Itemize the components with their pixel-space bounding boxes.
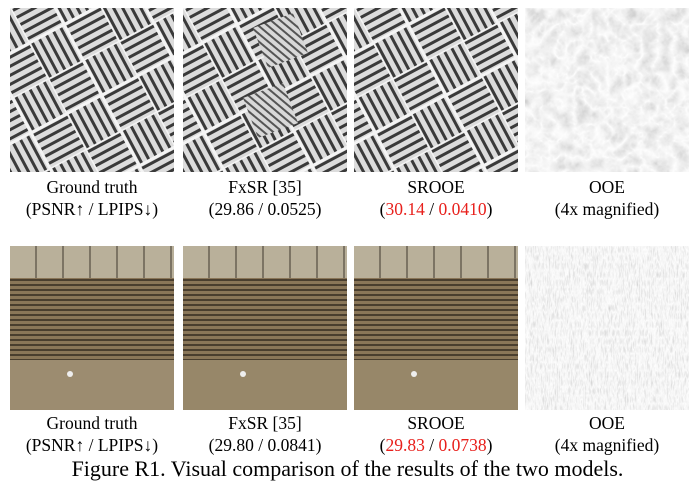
panel-caption: SROOE (29.83 / 0.0738) bbox=[346, 412, 526, 456]
panel-label: SROOE bbox=[407, 177, 465, 197]
metrics: (29.86 / 0.0525) bbox=[175, 198, 355, 220]
metric-text: / bbox=[253, 199, 268, 219]
result-image bbox=[10, 246, 174, 410]
metrics: (29.80 / 0.0841) bbox=[175, 434, 355, 456]
panel-caption: FxSR [35] (29.80 / 0.0841) bbox=[175, 412, 355, 456]
metrics: (30.14 / 0.0410) bbox=[346, 198, 526, 220]
panel-caption: FxSR [35] (29.86 / 0.0525) bbox=[175, 176, 355, 220]
panel-caption: Ground truth (PSNR↑ / LPIPS↓) bbox=[2, 176, 182, 220]
result-image bbox=[354, 246, 518, 410]
metrics: (4x magnified) bbox=[517, 434, 695, 456]
metric-text: ( bbox=[379, 199, 386, 219]
metric-text: 0.0410 bbox=[438, 199, 487, 219]
metric-text: (PSNR↑ / LPIPS↓) bbox=[25, 199, 159, 219]
panel-label: SROOE bbox=[407, 413, 465, 433]
metric-text: / bbox=[253, 435, 268, 455]
result-image bbox=[525, 8, 689, 172]
metric-text: / bbox=[424, 435, 439, 455]
result-image bbox=[10, 8, 174, 172]
panel-label: Ground truth bbox=[46, 413, 138, 433]
panel-caption: OOE (4x magnified) bbox=[517, 176, 695, 220]
metric-text: 29.83 bbox=[385, 435, 425, 455]
metric-text: ) bbox=[486, 435, 493, 455]
panel-label: OOE bbox=[589, 177, 625, 197]
panel-label: OOE bbox=[589, 413, 625, 433]
result-image bbox=[183, 8, 347, 172]
metric-text: ) bbox=[315, 199, 322, 219]
metric-text: (PSNR↑ / LPIPS↓) bbox=[25, 435, 159, 455]
metric-text: ( bbox=[208, 199, 215, 219]
figure-caption: Figure R1. Visual comparison of the resu… bbox=[71, 456, 624, 481]
metric-text: ) bbox=[486, 199, 493, 219]
metric-text: 29.80 bbox=[214, 435, 254, 455]
metric-text: 29.86 bbox=[214, 199, 254, 219]
panel-caption: SROOE (30.14 / 0.0410) bbox=[346, 176, 526, 220]
metric-text: 0.0738 bbox=[438, 435, 487, 455]
metric-text: / bbox=[424, 199, 439, 219]
metric-text: 30.14 bbox=[385, 199, 425, 219]
panel-caption: Ground truth (PSNR↑ / LPIPS↓) bbox=[2, 412, 182, 456]
metric-text: 0.0841 bbox=[267, 435, 316, 455]
metrics: (29.83 / 0.0738) bbox=[346, 434, 526, 456]
metrics: (PSNR↑ / LPIPS↓) bbox=[2, 434, 182, 456]
result-image bbox=[525, 246, 689, 410]
panel-label: Ground truth bbox=[46, 177, 138, 197]
result-image bbox=[183, 246, 347, 410]
metric-text: 0.0525 bbox=[267, 199, 316, 219]
metric-text: ) bbox=[315, 435, 322, 455]
metric-text: ( bbox=[208, 435, 215, 455]
result-image bbox=[354, 8, 518, 172]
panel-caption: OOE (4x magnified) bbox=[517, 412, 695, 456]
panel-label: FxSR [35] bbox=[228, 177, 302, 197]
metric-text: (4x magnified) bbox=[554, 199, 660, 219]
metric-text: (4x magnified) bbox=[554, 435, 660, 455]
metrics: (4x magnified) bbox=[517, 198, 695, 220]
metric-text: ( bbox=[379, 435, 386, 455]
metrics: (PSNR↑ / LPIPS↓) bbox=[2, 198, 182, 220]
panel-label: FxSR [35] bbox=[228, 413, 302, 433]
